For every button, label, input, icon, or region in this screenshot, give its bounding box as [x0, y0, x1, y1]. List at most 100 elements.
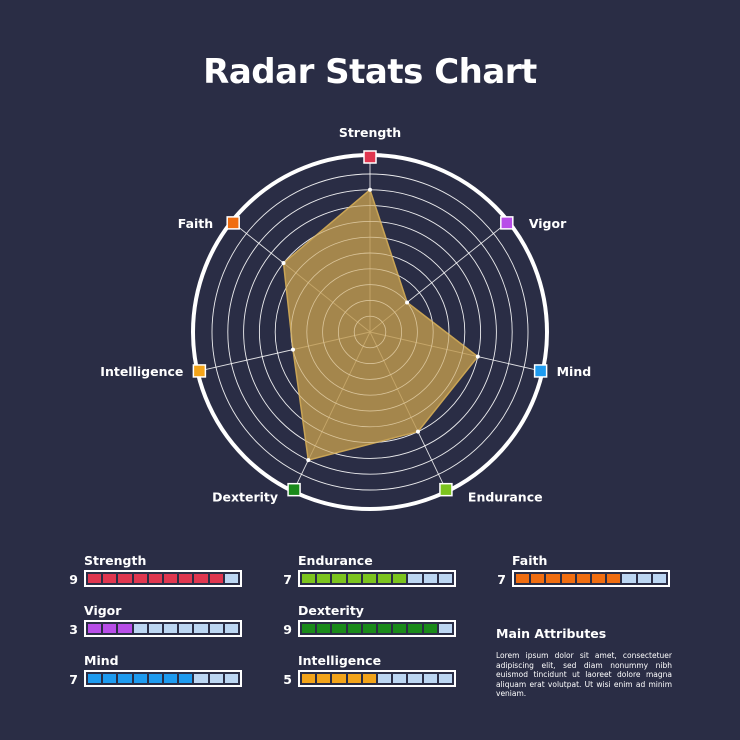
stat-bar-segment-empty: [209, 624, 223, 633]
stat-bar-segment-empty: [438, 574, 453, 583]
axis-label-mind: Mind: [557, 364, 592, 379]
stat-bar: [84, 570, 242, 587]
stat-bar-segment-empty: [224, 624, 239, 633]
stat-name: Faith: [512, 553, 548, 568]
stat-bar-segment-filled: [531, 574, 545, 583]
stat-bar-segment-empty: [438, 674, 453, 683]
data-point-faith: [281, 261, 286, 266]
stat-bar-segment-filled: [378, 624, 392, 633]
stat-bar-segment-filled: [347, 624, 361, 633]
stat-bar-segment-empty: [164, 624, 178, 633]
stat-bar-segment-empty: [423, 574, 437, 583]
stat-bar-segment-filled: [209, 574, 223, 583]
axis-marker-mind: [533, 364, 548, 378]
grid-ring-overlay: [322, 284, 418, 380]
stat-bar-segment-filled: [607, 574, 621, 583]
stat-bar-segment-filled: [88, 574, 102, 583]
stat-value: 9: [283, 622, 292, 637]
stat-name: Intelligence: [298, 653, 382, 668]
grid-ring-overlay: [259, 221, 481, 443]
stat-bar-segment-filled: [423, 624, 437, 633]
stat-bar-segment-filled: [302, 674, 316, 683]
stat-bar-segment-filled: [332, 674, 346, 683]
data-point-intelligence: [290, 347, 295, 352]
stat-bar-segment-filled: [362, 674, 377, 683]
stat-bar: [298, 670, 456, 687]
stat-bar-segment-filled: [561, 574, 575, 583]
stat-value: 7: [69, 672, 78, 687]
stat-bar-segment-filled: [362, 574, 377, 583]
stat-bar-segment-filled: [88, 624, 102, 633]
grid-ring-overlay: [211, 173, 529, 491]
stat-bar-segment-filled: [118, 624, 132, 633]
stat-bar-segment-filled: [118, 574, 132, 583]
stat-bar-segment-empty: [393, 674, 407, 683]
stat-bar-segment-filled: [133, 574, 147, 583]
stat-name: Vigor: [84, 603, 122, 618]
stat-bar-segment-filled: [164, 574, 178, 583]
stat-bar-segment-filled: [103, 674, 117, 683]
stat-bar-segment-filled: [362, 624, 377, 633]
stat-bar-segment-filled: [103, 624, 117, 633]
stat-bar: [512, 570, 670, 587]
axis-label-dexterity: Dexterity: [212, 490, 278, 505]
stat-bar-segment-filled: [378, 574, 392, 583]
stat-bar-segment-empty: [209, 674, 223, 683]
axis-marker-faith: [226, 216, 240, 230]
stat-bar-segment-empty: [438, 624, 453, 633]
stat-bar-segment-filled: [332, 574, 346, 583]
stat-bar-segment-filled: [347, 674, 361, 683]
stat-bar-segment-filled: [302, 574, 316, 583]
stat-bar-segment-filled: [148, 674, 163, 683]
stat-bar-segment-empty: [637, 574, 651, 583]
stat-bar-segment-filled: [164, 674, 178, 683]
stat-value: 5: [283, 672, 292, 687]
stat-bar-segment-empty: [408, 574, 422, 583]
stat-bar-segment-filled: [516, 574, 530, 583]
stat-bar-segment-empty: [194, 624, 208, 633]
chart-title: Radar Stats Chart: [203, 52, 537, 92]
stat-bar-segment-filled: [592, 574, 606, 583]
stat-bar-segment-filled: [118, 674, 132, 683]
stat-bar-segment-filled: [332, 624, 346, 633]
stat-bar-segment-empty: [423, 674, 437, 683]
stat-bar-segment-empty: [652, 574, 667, 583]
grid-ring-overlay: [306, 268, 434, 396]
stat-bar-segment-filled: [148, 574, 163, 583]
stat-bar-segment-filled: [347, 574, 361, 583]
stat-bar: [84, 670, 242, 687]
axis-label-intelligence: Intelligence: [100, 364, 183, 379]
stat-name: Strength: [84, 553, 147, 568]
stat-bar-segment-empty: [148, 624, 163, 633]
stat-bar-segment-filled: [546, 574, 560, 583]
stat-bar-segment-empty: [622, 574, 636, 583]
data-point-endurance: [415, 429, 420, 434]
stat-bar-segment-filled: [133, 674, 147, 683]
stat-value: 3: [69, 622, 78, 637]
stat-bar-segment-filled: [393, 624, 407, 633]
main-attributes-text: Lorem ipsum dolor sit amet, consectetuer…: [496, 651, 672, 698]
stat-bar-segment-filled: [408, 624, 422, 633]
axis-label-faith: Faith: [178, 216, 213, 231]
radar-chart: Strength Vigor Mind Endurance Dexterity Intel…: [100, 125, 592, 511]
stat-name: Dexterity: [298, 603, 364, 618]
data-point-dexterity: [306, 458, 311, 463]
data-area: [282, 188, 479, 462]
data-point-vigor: [405, 300, 410, 305]
stat-bar-segment-filled: [194, 574, 208, 583]
grid-ring-overlay: [290, 252, 450, 412]
stat-name: Endurance: [298, 553, 373, 568]
stat-bar-segment-filled: [179, 674, 193, 683]
axis-marker-vigor: [500, 216, 514, 230]
stat-bar-segment-filled: [103, 574, 117, 583]
stat-bar-segment-filled: [393, 574, 407, 583]
stat-bar-segment-filled: [317, 624, 331, 633]
grid-ring-overlay: [338, 300, 402, 364]
grid-ring-overlay: [243, 205, 497, 459]
stat-name: Mind: [84, 653, 119, 668]
axis-label-strength: Strength: [339, 125, 401, 140]
axis-label-vigor: Vigor: [529, 216, 567, 231]
stat-bar-segment-filled: [317, 574, 331, 583]
stat-bar-segment-filled: [302, 624, 316, 633]
stat-value: 7: [283, 572, 292, 587]
